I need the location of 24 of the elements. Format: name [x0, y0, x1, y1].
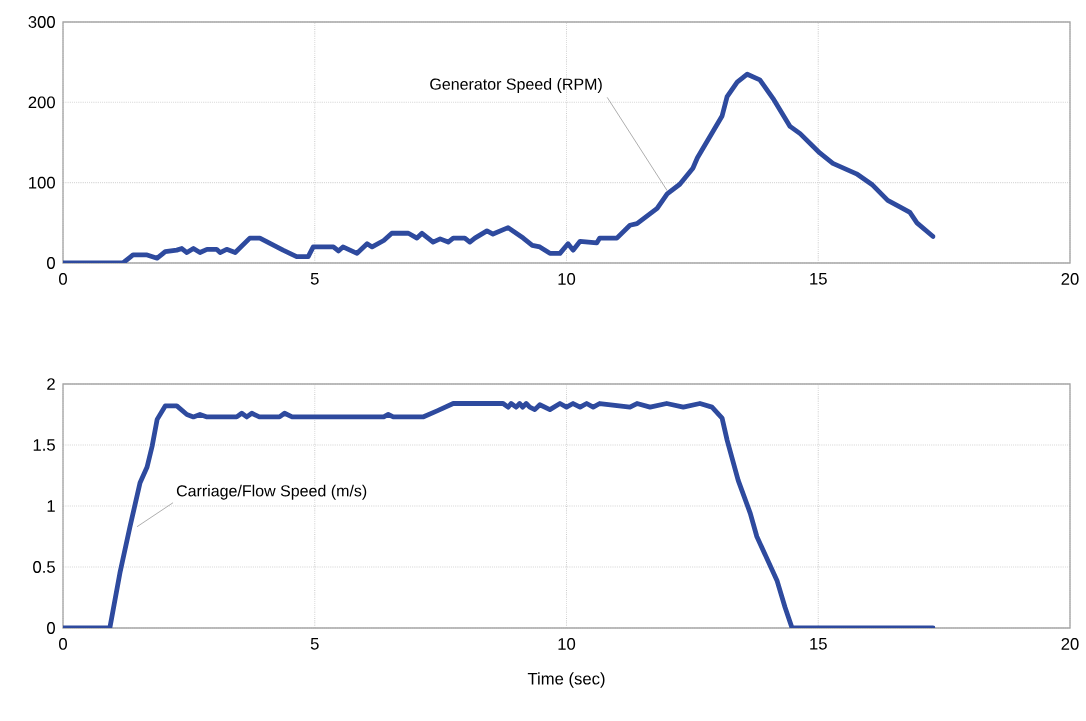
x-tick-label: 10	[558, 638, 576, 650]
x-tick-label: 15	[810, 273, 827, 285]
x-tick-label: 10	[558, 273, 576, 285]
y-tick-label: 300	[28, 16, 55, 28]
x-tick-label: 5	[310, 638, 319, 650]
x-tick-label: 5	[310, 273, 319, 285]
y-tick-label: 0	[47, 257, 55, 269]
y-tick-label: 1.5	[33, 439, 55, 451]
x-tick-label: 0	[59, 273, 67, 285]
x-tick-label: 20	[1061, 638, 1079, 650]
y-tick-label: 2	[47, 378, 55, 390]
annotation: Carriage/Flow Speed (m/s)	[176, 484, 367, 500]
y-tick-label: 200	[28, 96, 55, 109]
x-tick-label: 15	[810, 638, 827, 650]
x-tick-label: 0	[59, 638, 67, 650]
x-axis-title: Time (sec)	[527, 672, 605, 688]
y-tick-label: 100	[29, 176, 55, 189]
y-tick-label: 0	[47, 622, 55, 634]
annotation: Generator Speed (RPM)	[430, 78, 602, 93]
y-tick-label: 0.5	[33, 561, 55, 573]
line-series	[63, 401, 936, 628]
line-series	[63, 71, 936, 263]
x-tick-label: 20	[1061, 273, 1079, 285]
y-tick-label: 1	[47, 500, 55, 512]
